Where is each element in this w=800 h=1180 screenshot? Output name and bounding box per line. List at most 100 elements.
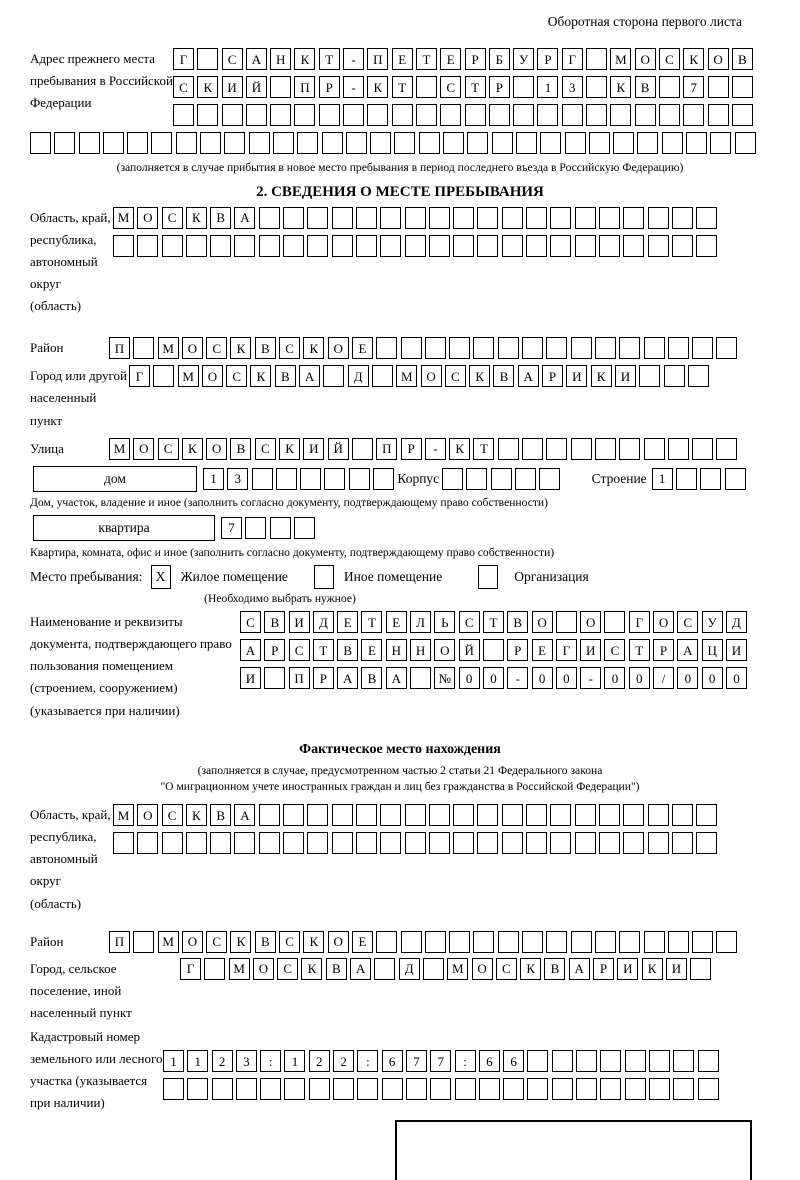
form-cell: Т <box>312 639 334 662</box>
form-cell <box>623 206 645 229</box>
form-cell <box>137 832 159 855</box>
form-cell <box>696 234 718 257</box>
form-cell: 1 <box>651 467 673 490</box>
form-cell <box>380 832 402 855</box>
form-cell <box>307 234 329 257</box>
form-cell: С <box>161 206 183 229</box>
form-cell: П <box>376 437 398 460</box>
form-cell <box>526 832 548 855</box>
form-cell: К <box>303 337 325 360</box>
form-cell <box>284 1078 306 1101</box>
form-cell: О <box>580 611 602 634</box>
form-cell: О <box>327 337 349 360</box>
form-cell: Н <box>385 639 407 662</box>
form-cell <box>623 234 645 257</box>
apartment-box-label: квартира <box>33 514 215 541</box>
form-cell <box>283 832 305 855</box>
form-cell: Р <box>653 639 675 662</box>
form-cell <box>594 930 616 953</box>
form-cell <box>686 132 708 154</box>
form-cell: - <box>424 437 446 460</box>
form-cell: К <box>303 930 325 953</box>
form-cell <box>293 516 315 539</box>
form-cell: П <box>367 48 389 70</box>
form-cell <box>707 76 729 98</box>
form-cell: В <box>634 76 656 98</box>
form-cell: 0 <box>725 667 747 690</box>
form-cell <box>404 832 426 855</box>
form-cell <box>546 437 568 460</box>
form-cell <box>539 467 561 490</box>
form-cell <box>133 337 155 360</box>
form-cell <box>394 132 416 154</box>
form-cell: В <box>264 611 286 634</box>
form-cell: 6 <box>381 1050 403 1073</box>
form-cell <box>477 206 499 229</box>
form-cell: 1 <box>537 76 559 98</box>
form-cell <box>716 437 738 460</box>
actual-location-note1: (заполняется в случае, предусмотренном ч… <box>197 763 603 777</box>
form-cell <box>415 104 437 126</box>
form-cell <box>526 804 548 827</box>
form-cell <box>251 467 273 490</box>
form-cell <box>624 1078 646 1101</box>
form-cell: А <box>568 957 590 980</box>
form-cell: С <box>221 48 243 70</box>
stay-checkbox-organization <box>478 565 499 590</box>
form-cell: К <box>294 48 316 70</box>
form-cell: В <box>254 337 276 360</box>
form-cell: К <box>520 957 542 980</box>
form-cell <box>422 957 444 980</box>
stamp-box <box>395 1120 752 1180</box>
stay-option-organization: Организация <box>514 569 589 585</box>
form-cell <box>594 437 616 460</box>
form-cell <box>574 804 596 827</box>
form-cell <box>300 467 322 490</box>
form-cell <box>477 234 499 257</box>
form-cell <box>515 132 537 154</box>
form-cell: Г <box>555 639 577 662</box>
form-cell <box>345 132 367 154</box>
form-cell <box>501 234 523 257</box>
form-cell <box>466 467 488 490</box>
form-cell <box>283 804 305 827</box>
form-cell: Т <box>361 611 383 634</box>
prev-address-line4 <box>30 132 770 154</box>
form-cell: М <box>157 930 179 953</box>
form-cell <box>175 132 197 154</box>
cadastral-label: Кадастровый номер земельного или лесного… <box>30 1029 163 1111</box>
form-cell <box>624 1050 646 1073</box>
form-cell <box>307 832 329 855</box>
form-cell <box>501 206 523 229</box>
form-cell <box>260 1078 282 1101</box>
form-cell <box>376 337 398 360</box>
prev-address-line3 <box>173 104 756 126</box>
form-cell <box>658 104 680 126</box>
form-cell: 6 <box>503 1050 525 1073</box>
form-cell: С <box>604 639 626 662</box>
form-cell: И <box>725 639 747 662</box>
form-cell <box>574 206 596 229</box>
form-cell <box>561 104 583 126</box>
form-cell <box>574 832 596 855</box>
house-box-label: дом <box>33 465 197 492</box>
actual-region-block: Область, край, республика, автономный ок… <box>30 804 770 914</box>
form-cell <box>137 234 159 257</box>
form-cell: О <box>634 48 656 70</box>
form-cell <box>700 467 722 490</box>
form-cell <box>428 234 450 257</box>
form-cell <box>400 930 422 953</box>
actual-location-title: Фактическое место нахождения <box>299 741 501 757</box>
actual-city-row: Город, сельское поселение, иной населенн… <box>30 957 770 1024</box>
form-cell <box>272 132 294 154</box>
form-cell <box>321 132 343 154</box>
form-cell <box>245 516 267 539</box>
form-cell: Р <box>464 48 486 70</box>
